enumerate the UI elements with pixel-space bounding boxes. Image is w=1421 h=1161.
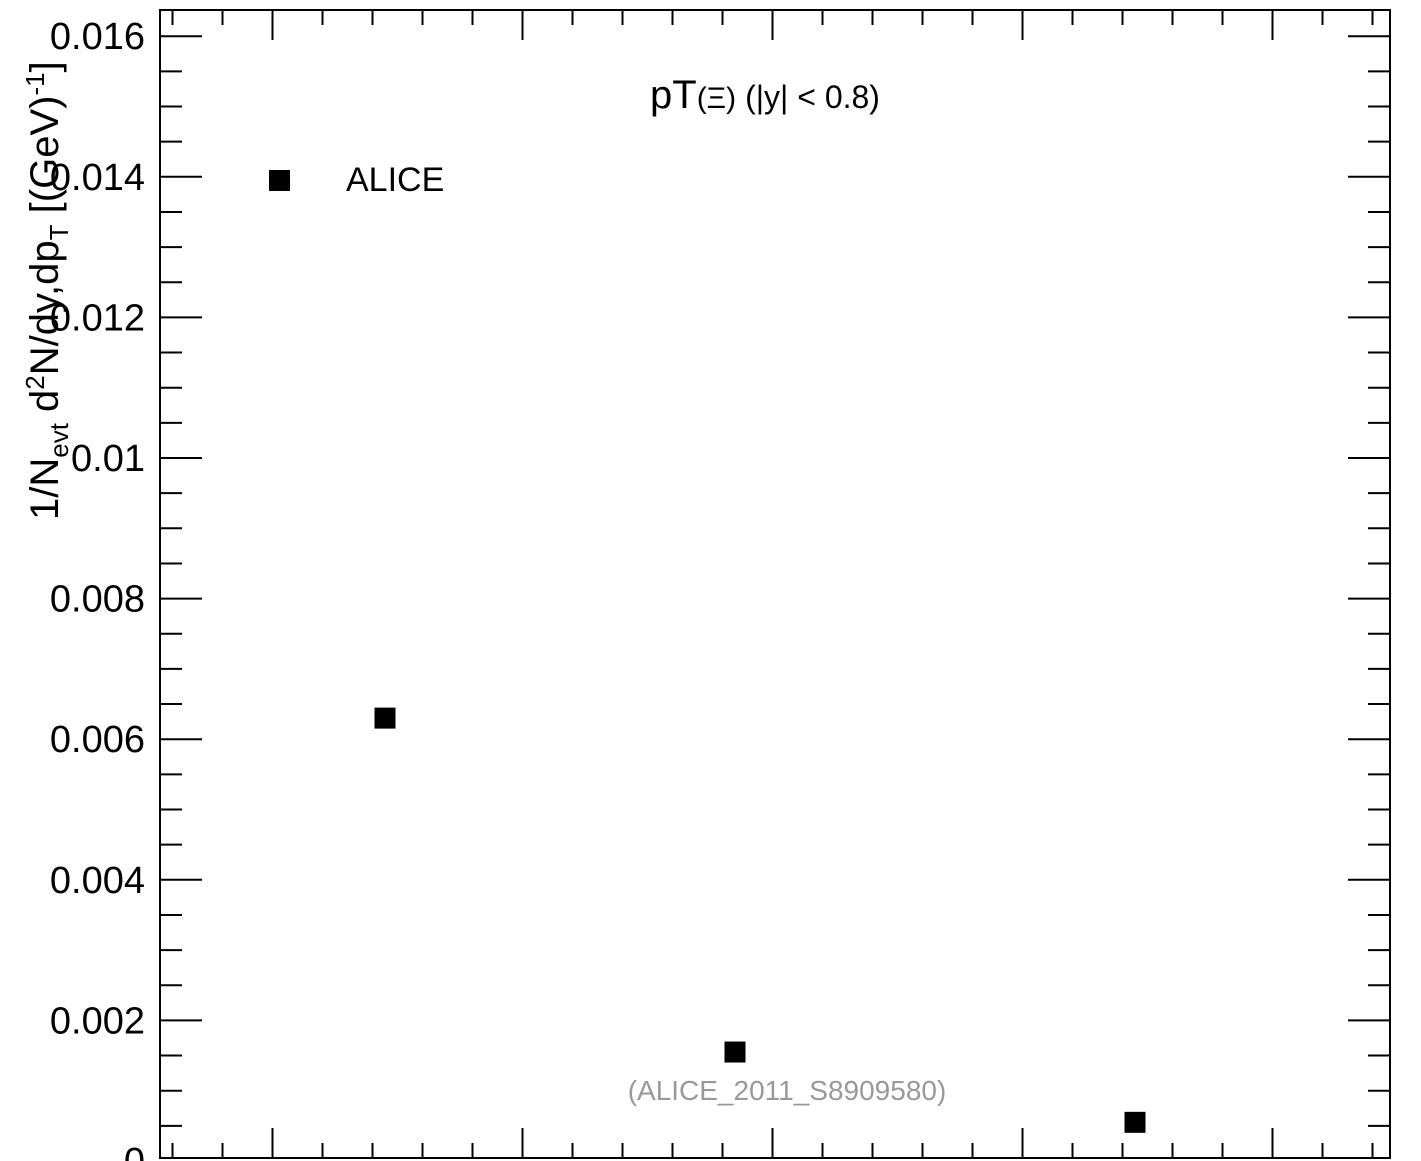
ylabel-c-sub: T xyxy=(44,224,74,240)
ylabel-d-sup: -1 xyxy=(20,72,50,95)
y-tick-label: 0 xyxy=(124,1141,145,1161)
ylabel-a: 1/N xyxy=(23,458,67,520)
ylabel-d: [(GeV) xyxy=(23,96,67,225)
analysis-reference: (ALICE_2011_S8909580) xyxy=(628,1075,947,1106)
ylabel-a-sub: evt xyxy=(44,422,74,457)
plot-frame xyxy=(159,9,1391,1159)
legend-marker xyxy=(269,170,290,191)
y-axis-label: 1/Nevt d2N/dy,dpT [(GeV)-1] xyxy=(20,61,74,520)
ylabel-b: d xyxy=(23,390,67,423)
y-tick-label: 0.002 xyxy=(50,1000,145,1042)
data-point xyxy=(374,707,396,729)
y-tick-label: 0.012 xyxy=(50,297,145,339)
ylabel-c: N/dy,dp xyxy=(23,240,67,375)
legend-label: ALICE xyxy=(346,161,444,199)
title-main: pT xyxy=(650,73,697,117)
y-tick-label: 0.016 xyxy=(50,16,145,58)
axis-ticks xyxy=(160,10,1390,1158)
data-point xyxy=(724,1041,746,1063)
chart-title: pT(Ξ) (|y| < 0.8) xyxy=(650,73,880,117)
y-tick-labels: 0 0.002 0.004 0.006 0.008 0.01 0.012 0.014 0.016 xyxy=(50,16,145,1161)
data-point xyxy=(1124,1111,1146,1133)
y-tick-label: 0.004 xyxy=(50,860,145,902)
ylabel-e: ] xyxy=(23,61,67,72)
y-tick-label: 0.006 xyxy=(50,719,145,761)
title-rest: (|y| < 0.8) xyxy=(736,79,880,115)
y-tick-label: 0.014 xyxy=(50,157,145,199)
y-tick-label: 0.008 xyxy=(50,579,145,621)
y-tick-label: 0.01 xyxy=(71,438,145,480)
ylabel-b-sup: 2 xyxy=(20,375,50,389)
title-paren: (Ξ) xyxy=(697,82,736,115)
data-points xyxy=(374,707,1146,1133)
